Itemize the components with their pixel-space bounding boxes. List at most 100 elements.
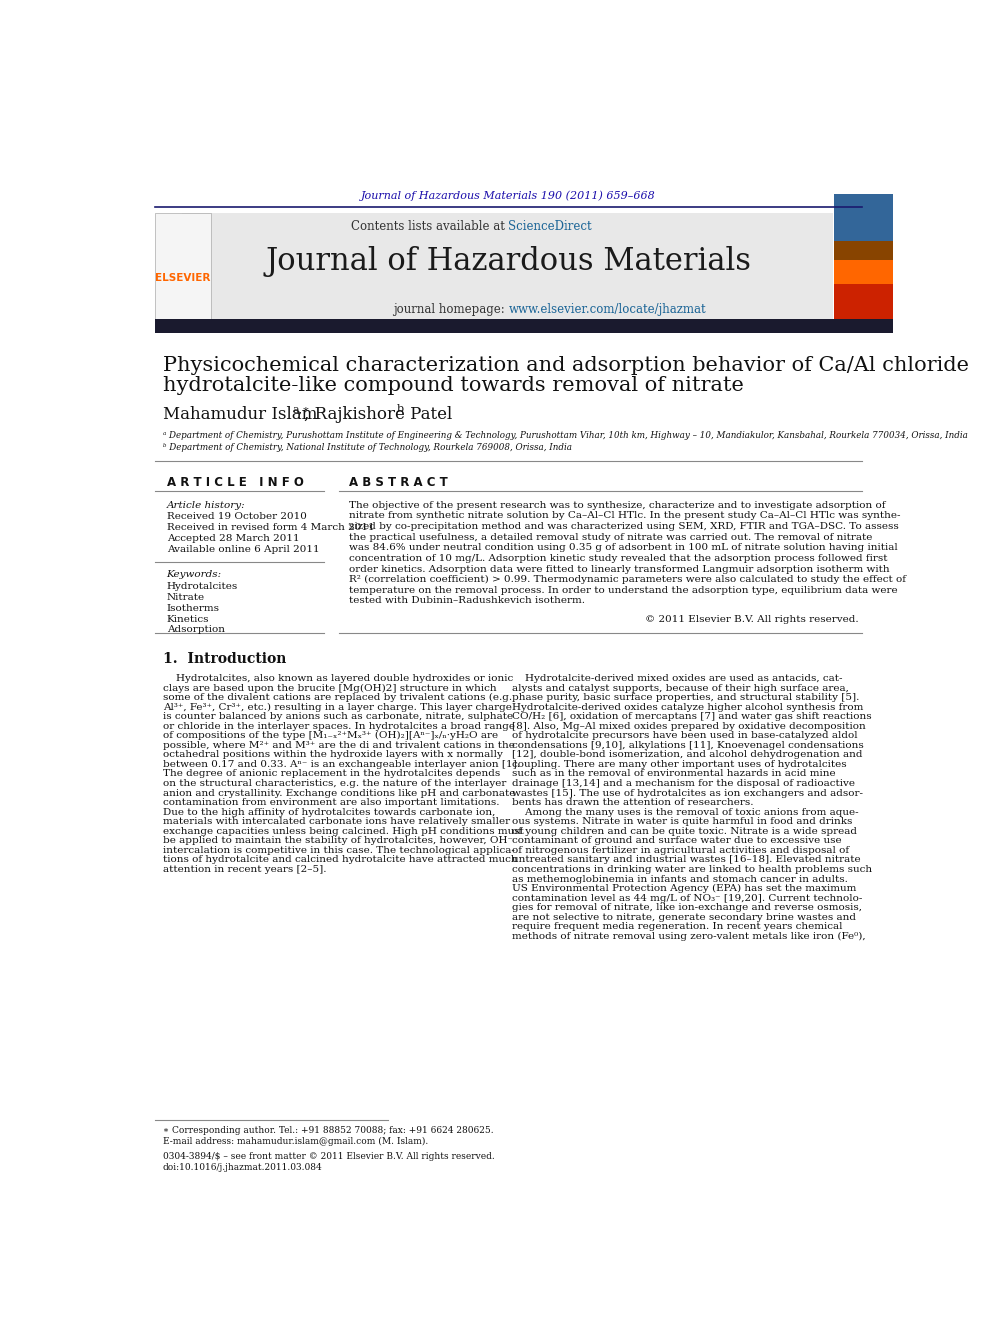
Text: alysts and catalyst supports, because of their high surface area,: alysts and catalyst supports, because of… [512, 684, 848, 692]
Text: b: b [397, 404, 404, 414]
Text: E-mail address: mahamudur.islam@gmail.com (M. Islam).: E-mail address: mahamudur.islam@gmail.co… [163, 1136, 428, 1146]
Text: Kinetics: Kinetics [167, 615, 209, 623]
Text: on the structural characteristics, e.g. the nature of the interlayer: on the structural characteristics, e.g. … [163, 779, 506, 789]
Text: be applied to maintain the stability of hydrotalcites, however, OH⁻: be applied to maintain the stability of … [163, 836, 513, 845]
FancyBboxPatch shape [834, 194, 893, 241]
Text: US Environmental Protection Agency (EPA) has set the maximum: US Environmental Protection Agency (EPA)… [512, 884, 856, 893]
Text: Accepted 28 March 2011: Accepted 28 March 2011 [167, 534, 300, 542]
Text: materials with intercalated carbonate ions have relatively smaller: materials with intercalated carbonate io… [163, 818, 510, 827]
Text: R² (correlation coefficient) > 0.99. Thermodynamic parameters were also calculat: R² (correlation coefficient) > 0.99. The… [349, 576, 906, 585]
Text: Available online 6 April 2011: Available online 6 April 2011 [167, 545, 319, 553]
Text: contaminant of ground and surface water due to excessive use: contaminant of ground and surface water … [512, 836, 841, 845]
Text: The degree of anionic replacement in the hydrotalcites depends: The degree of anionic replacement in the… [163, 770, 500, 778]
Text: intercalation is competitive in this case. The technological applica-: intercalation is competitive in this cas… [163, 845, 515, 855]
Text: require frequent media regeneration. In recent years chemical: require frequent media regeneration. In … [512, 922, 842, 931]
FancyBboxPatch shape [155, 213, 210, 319]
Text: temperature on the removal process. In order to understand the adsorption type, : temperature on the removal process. In o… [349, 586, 898, 595]
Text: Hydrotalcites: Hydrotalcites [167, 582, 238, 591]
Text: doi:10.1016/j.jhazmat.2011.03.084: doi:10.1016/j.jhazmat.2011.03.084 [163, 1163, 322, 1172]
Text: between 0.17 and 0.33. Aⁿ⁻ is an exchangeable interlayer anion [1].: between 0.17 and 0.33. Aⁿ⁻ is an exchang… [163, 759, 520, 769]
Text: Article history:: Article history: [167, 501, 245, 509]
Text: CO/H₂ [6], oxidation of mercaptans [7] and water gas shift reactions: CO/H₂ [6], oxidation of mercaptans [7] a… [512, 712, 871, 721]
Text: 1.  Introduction: 1. Introduction [163, 652, 286, 667]
Text: nitrate from synthetic nitrate solution by Ca–Al–Cl HTlc. In the present study C: nitrate from synthetic nitrate solution … [349, 512, 901, 520]
Text: coupling. There are many other important uses of hydrotalcites: coupling. There are many other important… [512, 759, 846, 769]
Text: ᵃ Department of Chemistry, Purushottam Institute of Engineering & Technology, Pu: ᵃ Department of Chemistry, Purushottam I… [163, 431, 967, 441]
Text: or chloride in the interlayer spaces. In hydrotalcites a broad range: or chloride in the interlayer spaces. In… [163, 722, 515, 730]
Text: concentrations in drinking water are linked to health problems such: concentrations in drinking water are lin… [512, 865, 872, 875]
Text: Journal of Hazardous Materials 190 (2011) 659–668: Journal of Hazardous Materials 190 (2011… [361, 191, 656, 201]
Text: are not selective to nitrate, generate secondary brine wastes and: are not selective to nitrate, generate s… [512, 913, 855, 922]
Text: contamination level as 44 mg/L of NO₃⁻ [19,20]. Current technolo-: contamination level as 44 mg/L of NO₃⁻ [… [512, 893, 862, 902]
Text: ∗ Corresponding author. Tel.: +91 88852 70088; fax: +91 6624 280625.: ∗ Corresponding author. Tel.: +91 88852 … [163, 1126, 493, 1135]
Text: condensations [9,10], alkylations [11], Knoevenagel condensations: condensations [9,10], alkylations [11], … [512, 741, 863, 750]
Text: Contents lists available at: Contents lists available at [351, 220, 509, 233]
Text: of hydrotalcite precursors have been used in base-catalyzed aldol: of hydrotalcite precursors have been use… [512, 732, 857, 741]
Text: Adsorption: Adsorption [167, 626, 224, 635]
Text: www.elsevier.com/locate/jhazmat: www.elsevier.com/locate/jhazmat [509, 303, 706, 316]
Text: The objective of the present research was to synthesize, characterize and to inv: The objective of the present research wa… [349, 501, 885, 509]
Text: exchange capacities unless being calcined. High pH conditions must: exchange capacities unless being calcine… [163, 827, 524, 836]
Text: [8]. Also, Mg–Al mixed oxides prepared by oxidative decomposition: [8]. Also, Mg–Al mixed oxides prepared b… [512, 722, 865, 730]
Text: Nitrate: Nitrate [167, 593, 204, 602]
Text: concentration of 10 mg/L. Adsorption kinetic study revealed that the adsorption : concentration of 10 mg/L. Adsorption kin… [349, 554, 887, 562]
FancyBboxPatch shape [183, 213, 833, 319]
Text: of compositions of the type [M₁₋ₓ²⁺Mₓ³⁺ (OH)₂][Aⁿ⁻]ₓ/ₙ·yH₂O are: of compositions of the type [M₁₋ₓ²⁺Mₓ³⁺ … [163, 732, 498, 741]
Text: methods of nitrate removal using zero-valent metals like iron (Fe⁰),: methods of nitrate removal using zero-va… [512, 931, 865, 941]
Text: was 84.6% under neutral condition using 0.35 g of adsorbent in 100 mL of nitrate: was 84.6% under neutral condition using … [349, 544, 898, 552]
Text: A B S T R A C T: A B S T R A C T [349, 476, 447, 488]
Text: Isotherms: Isotherms [167, 603, 219, 613]
Text: gies for removal of nitrate, like ion-exchange and reverse osmosis,: gies for removal of nitrate, like ion-ex… [512, 904, 861, 912]
Text: 0304-3894/$ – see front matter © 2011 Elsevier B.V. All rights reserved.: 0304-3894/$ – see front matter © 2011 El… [163, 1152, 494, 1162]
Text: ELSEVIER: ELSEVIER [155, 273, 210, 283]
Text: such as in the removal of environmental hazards in acid mine: such as in the removal of environmental … [512, 770, 835, 778]
Text: sized by co-precipitation method and was characterized using SEM, XRD, FTIR and : sized by co-precipitation method and was… [349, 523, 899, 531]
Text: hydrotalcite-like compound towards removal of nitrate: hydrotalcite-like compound towards remov… [163, 376, 744, 394]
Text: clays are based upon the brucite [Mg(OH)2] structure in which: clays are based upon the brucite [Mg(OH)… [163, 684, 496, 693]
Text: Received 19 October 2010: Received 19 October 2010 [167, 512, 307, 521]
Text: contamination from environment are also important limitations.: contamination from environment are also … [163, 798, 499, 807]
Text: tested with Dubinin–Radushkevich isotherm.: tested with Dubinin–Radushkevich isother… [349, 597, 584, 606]
Text: drainage [13,14] and a mechanism for the disposal of radioactive: drainage [13,14] and a mechanism for the… [512, 779, 854, 789]
Text: the practical usefulness, a detailed removal study of nitrate was carried out. T: the practical usefulness, a detailed rem… [349, 533, 872, 541]
Text: untreated sanitary and industrial wastes [16–18]. Elevated nitrate: untreated sanitary and industrial wastes… [512, 856, 860, 864]
Text: © 2011 Elsevier B.V. All rights reserved.: © 2011 Elsevier B.V. All rights reserved… [645, 615, 859, 623]
Text: wastes [15]. The use of hydrotalcites as ion exchangers and adsor-: wastes [15]. The use of hydrotalcites as… [512, 789, 862, 798]
Text: phase purity, basic surface properties, and structural stability [5].: phase purity, basic surface properties, … [512, 693, 859, 703]
Text: A R T I C L E   I N F O: A R T I C L E I N F O [167, 476, 304, 488]
Text: of nitrogenous fertilizer in agricultural activities and disposal of: of nitrogenous fertilizer in agricultura… [512, 845, 848, 855]
Text: Mahamudur Islam: Mahamudur Islam [163, 406, 317, 423]
Text: Hydrotalcite-derived oxides catalyze higher alcohol synthesis from: Hydrotalcite-derived oxides catalyze hig… [512, 703, 863, 712]
Text: a,∗: a,∗ [293, 404, 310, 414]
Text: ᵇ Department of Chemistry, National Institute of Technology, Rourkela 769008, Or: ᵇ Department of Chemistry, National Inst… [163, 443, 571, 452]
Text: Hydrotalcite-derived mixed oxides are used as antacids, cat-: Hydrotalcite-derived mixed oxides are us… [512, 673, 842, 683]
FancyBboxPatch shape [834, 283, 893, 319]
Text: Al³⁺, Fe³⁺, Cr³⁺, etc.) resulting in a layer charge. This layer charge: Al³⁺, Fe³⁺, Cr³⁺, etc.) resulting in a l… [163, 703, 512, 712]
FancyBboxPatch shape [155, 319, 893, 333]
Text: [12], double-bond isomerization, and alcohol dehydrogenation and: [12], double-bond isomerization, and alc… [512, 750, 862, 759]
Text: Hydrotalcites, also known as layered double hydroxides or ionic: Hydrotalcites, also known as layered dou… [163, 673, 513, 683]
Text: journal homepage:: journal homepage: [393, 303, 509, 316]
Text: ScienceDirect: ScienceDirect [509, 220, 592, 233]
FancyBboxPatch shape [834, 213, 893, 319]
FancyBboxPatch shape [834, 241, 893, 261]
Text: Keywords:: Keywords: [167, 570, 222, 579]
Text: anion and crystallinity. Exchange conditions like pH and carbonate: anion and crystallinity. Exchange condit… [163, 789, 515, 798]
Text: as methemoglobinemia in infants and stomach cancer in adults.: as methemoglobinemia in infants and stom… [512, 875, 847, 884]
Text: bents has drawn the attention of researchers.: bents has drawn the attention of researc… [512, 798, 753, 807]
Text: Among the many uses is the removal of toxic anions from aque-: Among the many uses is the removal of to… [512, 807, 858, 816]
Text: attention in recent years [2–5].: attention in recent years [2–5]. [163, 865, 326, 875]
FancyBboxPatch shape [834, 261, 893, 283]
Text: is counter balanced by anions such as carbonate, nitrate, sulphate: is counter balanced by anions such as ca… [163, 712, 513, 721]
Text: Received in revised form 4 March 2011: Received in revised form 4 March 2011 [167, 523, 374, 532]
Text: ous systems. Nitrate in water is quite harmful in food and drinks: ous systems. Nitrate in water is quite h… [512, 818, 852, 827]
Text: Physicochemical characterization and adsorption behavior of Ca/Al chloride: Physicochemical characterization and ads… [163, 356, 969, 374]
Text: , Rajkishore Patel: , Rajkishore Patel [304, 406, 452, 423]
Text: some of the divalent cations are replaced by trivalent cations (e.g.: some of the divalent cations are replace… [163, 693, 512, 703]
Text: octahedral positions within the hydroxide layers with x normally: octahedral positions within the hydroxid… [163, 750, 503, 759]
Text: of young children and can be quite toxic. Nitrate is a wide spread: of young children and can be quite toxic… [512, 827, 856, 836]
Text: order kinetics. Adsorption data were fitted to linearly transformed Langmuir ads: order kinetics. Adsorption data were fit… [349, 565, 890, 573]
Text: Due to the high affinity of hydrotalcites towards carbonate ion,: Due to the high affinity of hydrotalcite… [163, 807, 495, 816]
Text: Journal of Hazardous Materials: Journal of Hazardous Materials [266, 246, 751, 277]
Text: possible, where M²⁺ and M³⁺ are the di and trivalent cations in the: possible, where M²⁺ and M³⁺ are the di a… [163, 741, 515, 750]
